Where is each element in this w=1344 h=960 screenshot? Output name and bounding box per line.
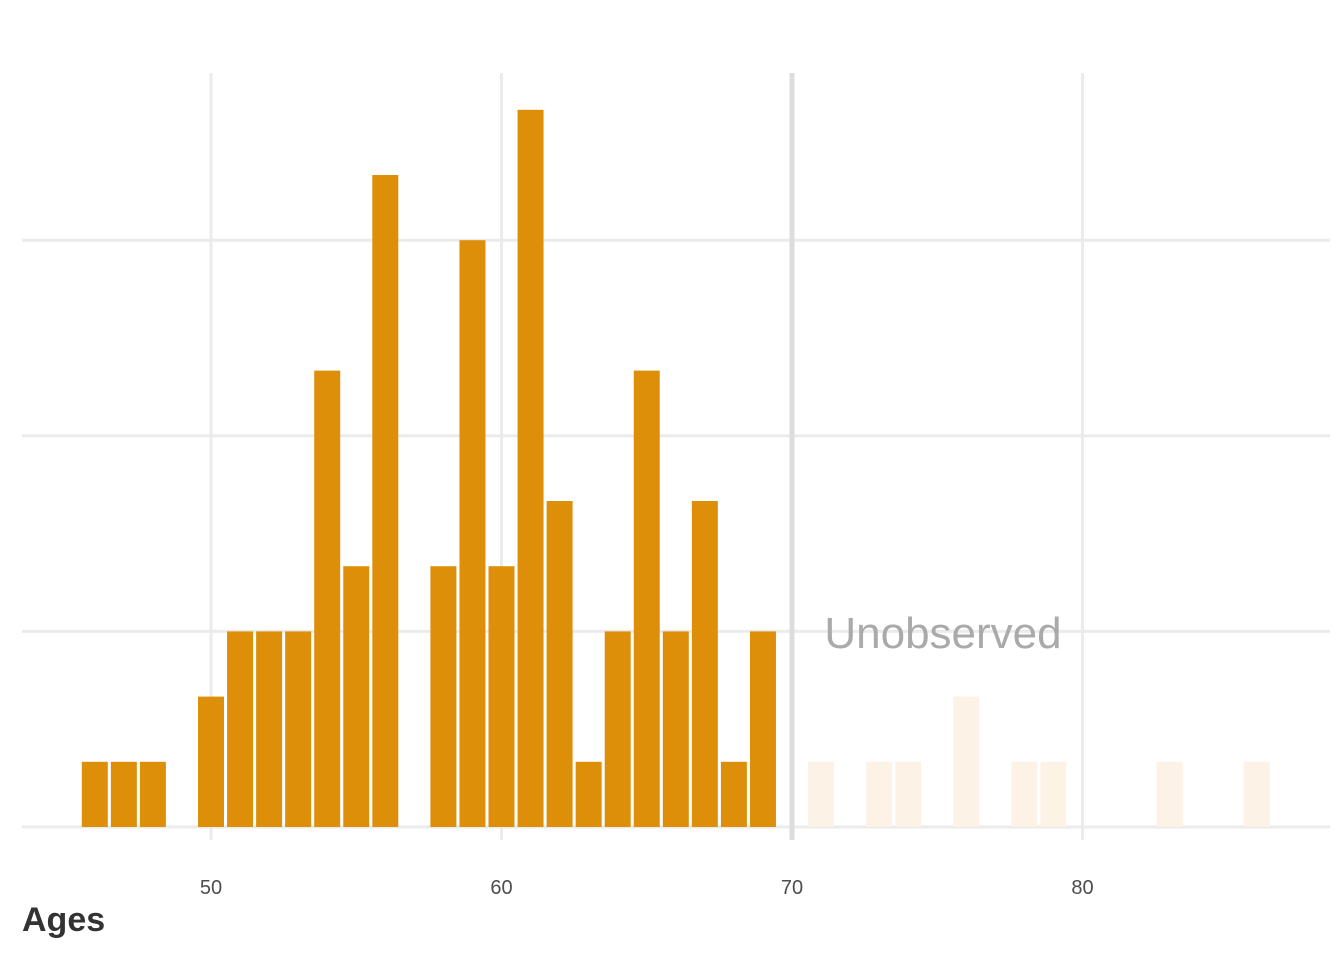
x-tick-label: 70 — [781, 877, 803, 899]
observed-bar — [198, 696, 224, 827]
observed-bar — [110, 761, 137, 827]
observed-bar — [575, 761, 602, 827]
x-axis-label: Ages — [22, 901, 105, 939]
observed-bar — [459, 240, 486, 827]
observed-bar — [546, 501, 573, 827]
observed-bar — [139, 761, 166, 827]
observed-bar — [372, 175, 399, 827]
observed-bar — [691, 501, 718, 827]
observed-bar — [227, 631, 254, 827]
unobserved-bar — [895, 761, 922, 827]
unobserved-bar — [1156, 761, 1183, 827]
unobserved-bar — [1040, 761, 1067, 827]
observed-bar — [314, 370, 341, 827]
x-tick-labels: 50 60 70 80 — [200, 877, 1094, 899]
unobserved-bar — [1011, 761, 1038, 827]
observed-bar — [81, 761, 108, 827]
observed-bar — [285, 631, 312, 827]
unobserved-bar — [953, 696, 980, 827]
x-tick-label: 80 — [1071, 877, 1093, 899]
observed-bar — [720, 761, 747, 827]
observed-bar — [343, 566, 370, 827]
observed-bar — [488, 566, 515, 827]
unobserved-bar — [1243, 761, 1270, 827]
observed-bar — [749, 631, 776, 827]
unobserved-bar — [808, 761, 835, 827]
observed-bar — [517, 109, 544, 828]
x-tick-label: 50 — [200, 877, 222, 899]
observed-bar — [662, 631, 689, 827]
x-tick-label: 60 — [490, 877, 512, 899]
unobserved-bar — [866, 761, 893, 827]
observed-bar — [256, 631, 283, 827]
observed-bar — [604, 631, 631, 827]
observed-bar — [633, 370, 660, 827]
observed-bar — [430, 566, 457, 827]
unobserved-annotation: Unobserved — [824, 609, 1061, 658]
bar-layer — [81, 109, 1270, 828]
